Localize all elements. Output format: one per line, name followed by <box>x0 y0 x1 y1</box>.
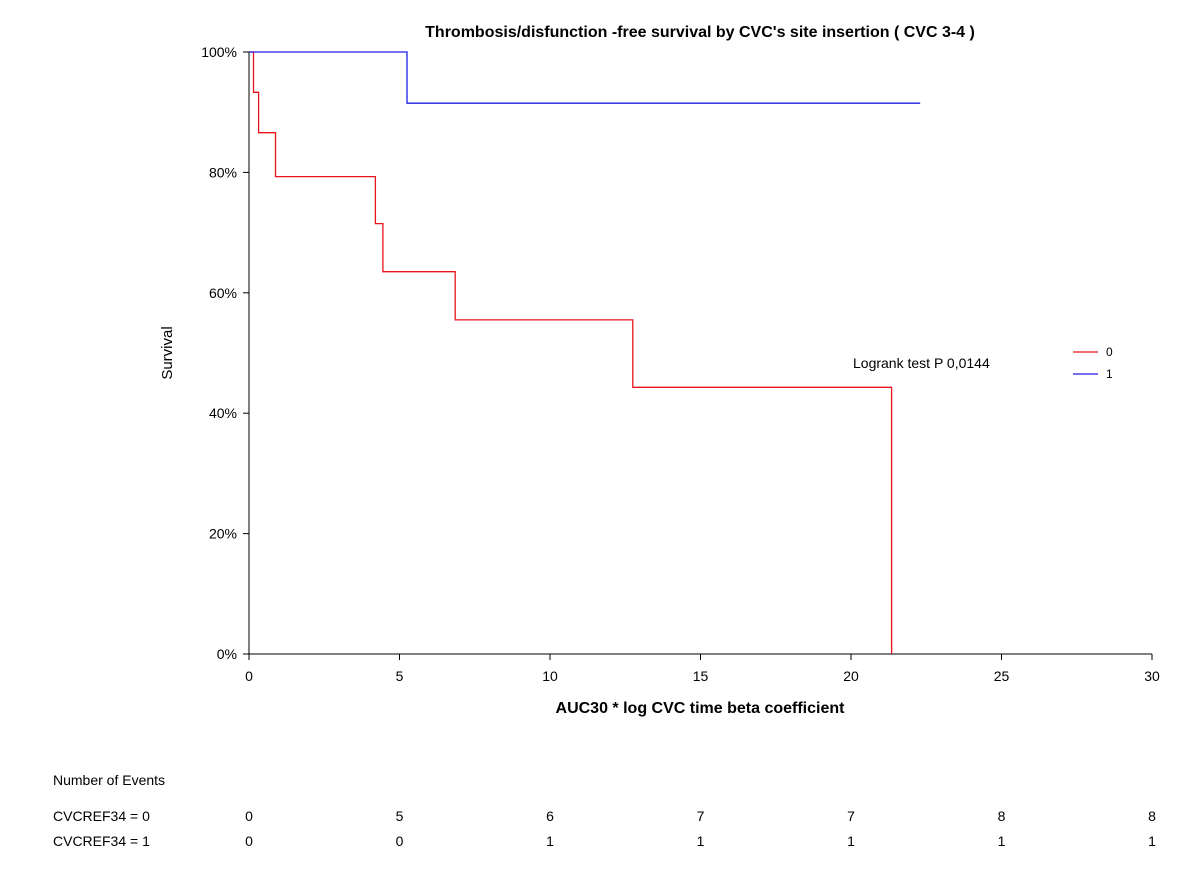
risk-cell: 7 <box>697 808 705 824</box>
series-line-1 <box>249 51 921 104</box>
x-ticks: 0 5 10 15 20 25 30 <box>245 654 1160 684</box>
y-axis-label: Survival <box>159 326 176 379</box>
chart-title: Thrombosis/disfunction -free survival by… <box>425 24 975 41</box>
x-tick-label: 0 <box>245 668 253 684</box>
risk-cell: 0 <box>245 808 253 824</box>
y-tick-label: 0% <box>217 646 237 662</box>
risk-cell: 0 <box>245 833 253 849</box>
risk-table-title: Number of Events <box>53 772 165 788</box>
risk-cell: 1 <box>998 833 1006 849</box>
legend-label-1: 1 <box>1106 367 1113 381</box>
x-tick-label: 5 <box>396 668 404 684</box>
risk-row-label: CVCREF34 = 1 <box>53 833 150 849</box>
x-axis-label: AUC30 * log CVC time beta coefficient <box>556 700 846 717</box>
series-lines <box>249 51 921 654</box>
risk-cell: 1 <box>847 833 855 849</box>
risk-cell: 8 <box>1148 808 1156 824</box>
risk-cell: 0 <box>396 833 404 849</box>
risk-table: CVCREF34 = 0 0 5 6 7 7 8 8 CVCREF34 = 1 0 0 1 1 1 1 1 <box>53 808 1156 849</box>
x-tick-label: 20 <box>843 668 859 684</box>
risk-cell: 8 <box>998 808 1006 824</box>
y-tick-label: 60% <box>209 285 237 301</box>
series-line-0 <box>249 51 893 654</box>
y-tick-label: 80% <box>209 164 237 180</box>
risk-cell: 7 <box>847 808 855 824</box>
risk-cell: 1 <box>697 833 705 849</box>
y-tick-label: 40% <box>209 405 237 421</box>
y-ticks: 0% 20% 40% 60% 80% 100% <box>201 44 249 662</box>
risk-cell: 1 <box>546 833 554 849</box>
risk-cell: 1 <box>1148 833 1156 849</box>
risk-cell: 5 <box>396 808 404 824</box>
risk-cell: 6 <box>546 808 554 824</box>
x-tick-label: 30 <box>1144 668 1160 684</box>
x-tick-label: 10 <box>542 668 558 684</box>
y-tick-label: 20% <box>209 526 237 542</box>
x-tick-label: 15 <box>693 668 709 684</box>
legend-label-0: 0 <box>1106 345 1113 359</box>
legend: 01 <box>1073 345 1113 381</box>
y-tick-label: 100% <box>201 44 237 60</box>
risk-row-label: CVCREF34 = 0 <box>53 808 150 824</box>
logrank-annotation: Logrank test P 0,0144 <box>853 355 990 371</box>
x-tick-label: 25 <box>994 668 1010 684</box>
